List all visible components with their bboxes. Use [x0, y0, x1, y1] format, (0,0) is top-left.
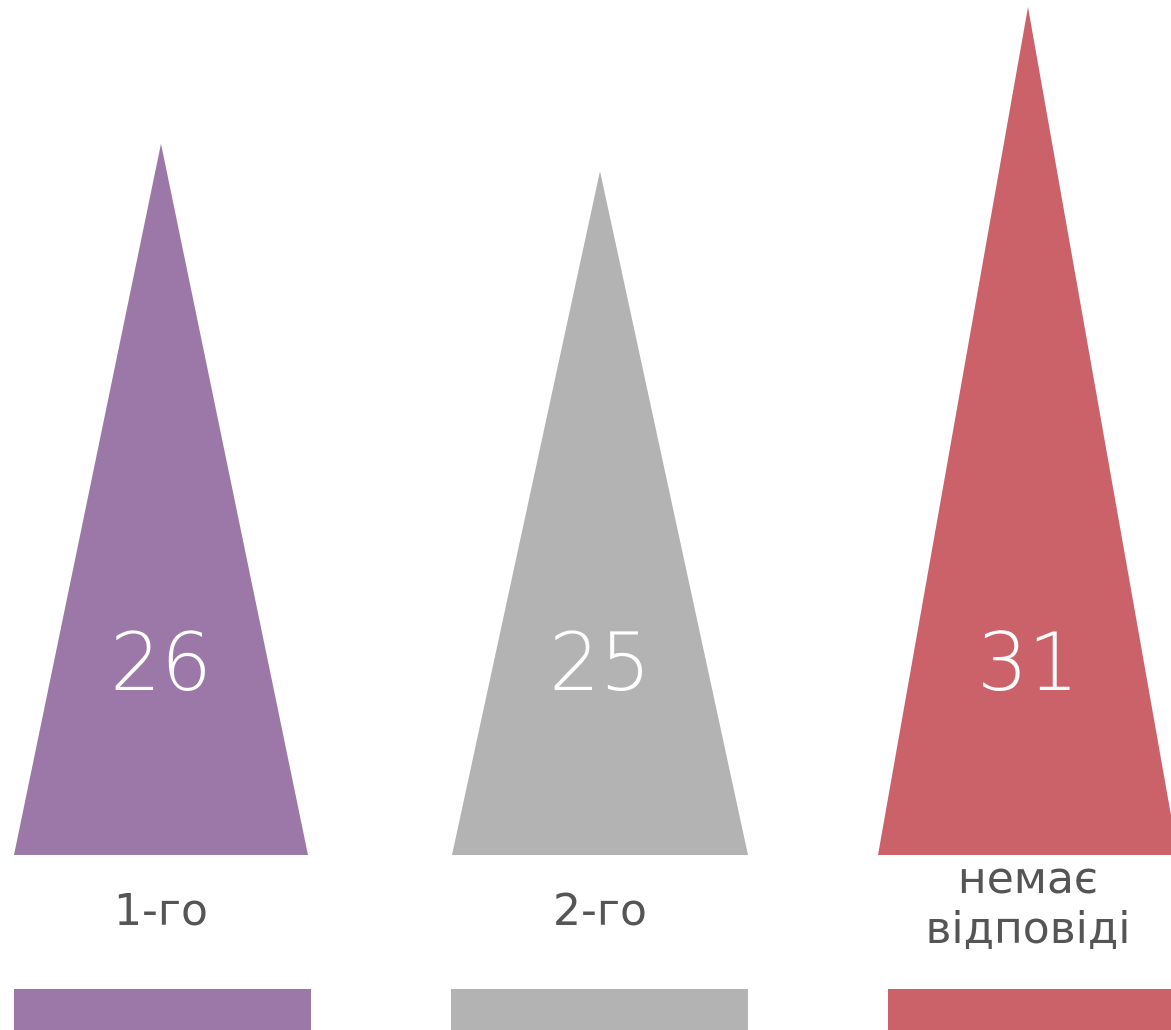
category-label-line: 2-го	[553, 885, 647, 936]
value-label-2: 25	[549, 616, 651, 709]
category-label-1: 1-го	[114, 885, 208, 936]
value-label-3: 31	[977, 616, 1079, 709]
bar-triangle-3	[878, 7, 1171, 855]
bar-triangle-1	[14, 143, 308, 856]
color-swatch-3	[888, 989, 1171, 1030]
category-labels: 1-го 2-го немає відповіді	[114, 853, 1131, 954]
value-labels: 26 25 31	[110, 616, 1079, 709]
color-swatch-1	[14, 989, 311, 1030]
category-label-line: немає	[958, 853, 1098, 904]
category-label-line: відповіді	[925, 903, 1130, 954]
chart-marks	[14, 7, 1171, 856]
category-label-3: немає відповіді	[925, 853, 1130, 954]
category-label-2: 2-го	[553, 885, 647, 936]
color-swatch-2	[451, 989, 748, 1030]
value-label-1: 26	[110, 616, 212, 709]
bar-triangle-2	[452, 171, 748, 855]
category-label-line: 1-го	[114, 885, 208, 936]
color-swatches	[14, 989, 1171, 1030]
